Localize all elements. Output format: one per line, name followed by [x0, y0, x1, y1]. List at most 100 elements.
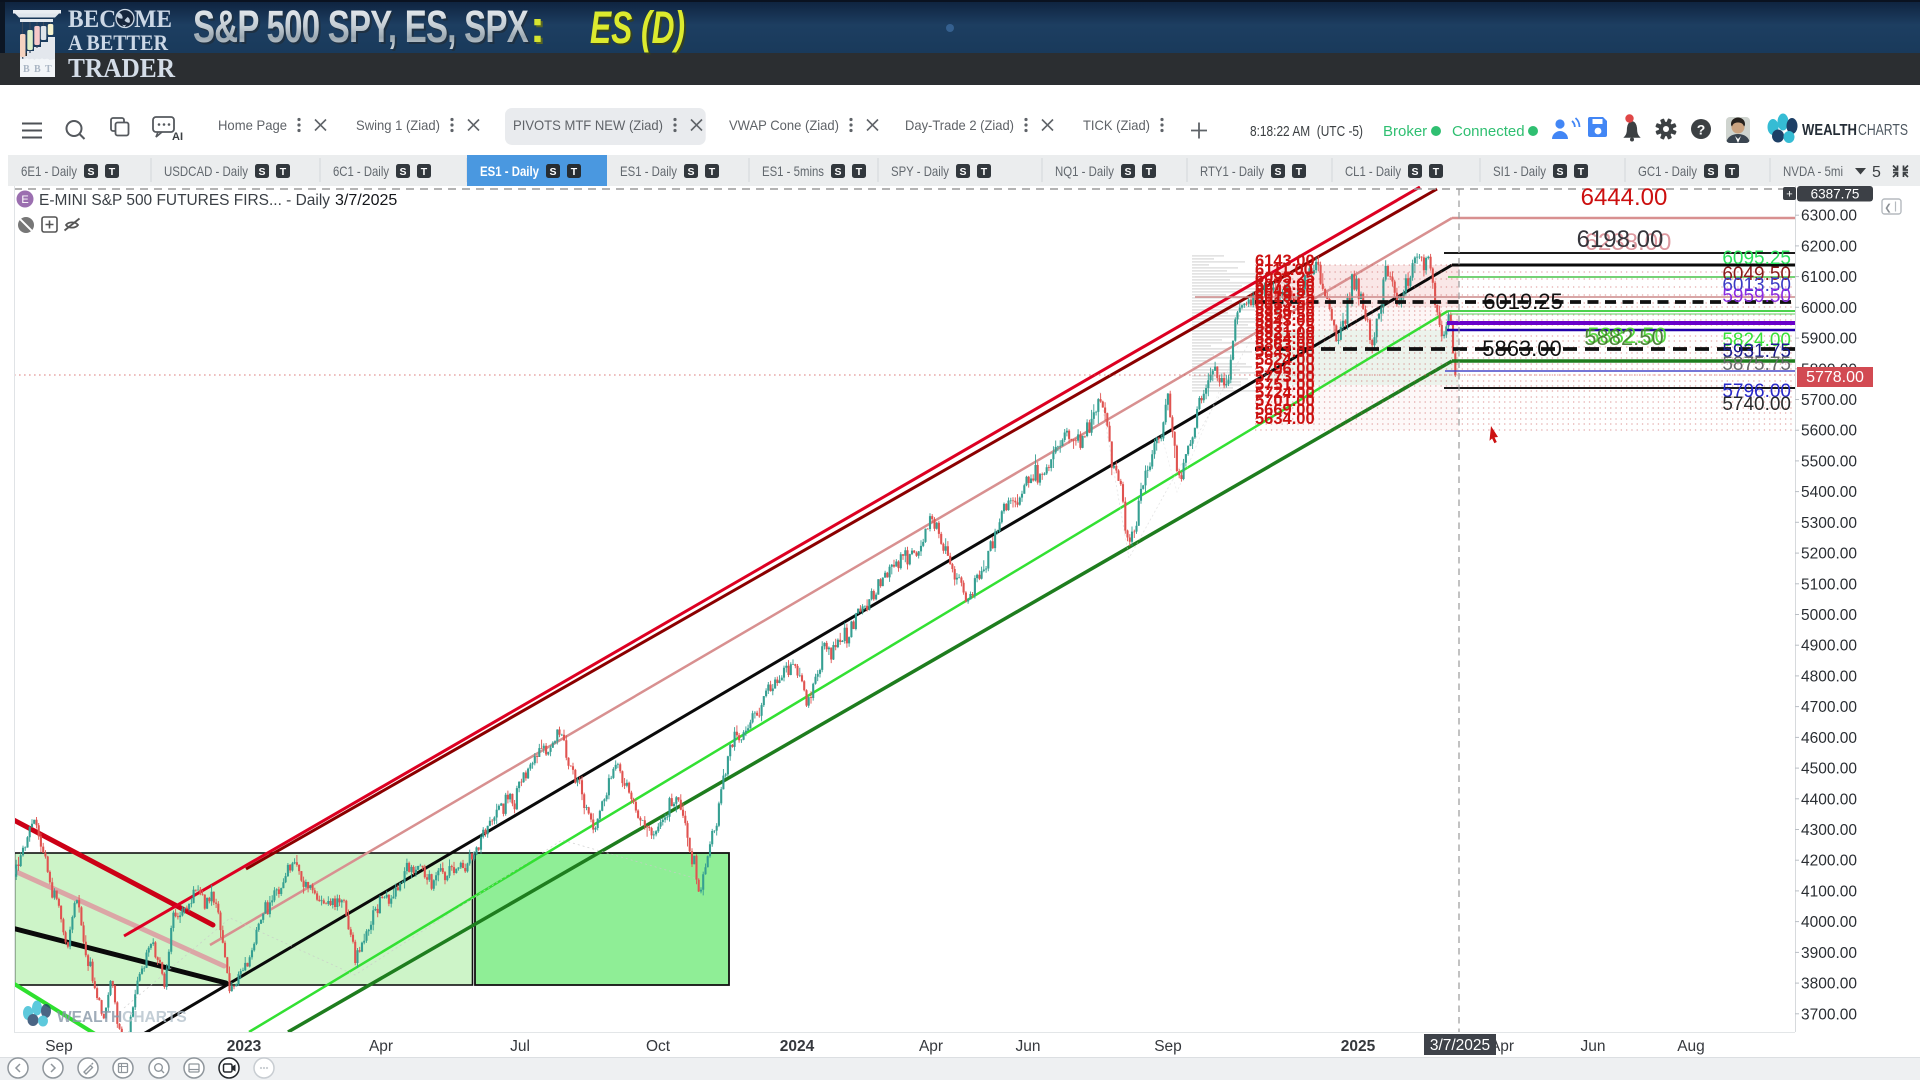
svg-text:6C1 - Daily: 6C1 - Daily	[333, 163, 389, 179]
svg-text:3700.00: 3700.00	[1801, 1006, 1857, 1023]
svg-text:3800.00: 3800.00	[1801, 976, 1857, 993]
svg-text:S: S	[87, 166, 94, 178]
svg-text:5740.00: 5740.00	[1722, 394, 1791, 415]
svg-text:T: T	[856, 166, 863, 178]
svg-text:Sep: Sep	[1154, 1038, 1182, 1055]
svg-text:6049.50: 6049.50	[1255, 282, 1315, 300]
svg-text:+: +	[1786, 189, 1792, 201]
svg-text:S: S	[687, 166, 694, 178]
svg-text:T: T	[1433, 166, 1440, 178]
svg-text:3/7/2025: 3/7/2025	[335, 192, 397, 209]
svg-text:6095.25: 6095.25	[1722, 248, 1791, 269]
svg-text:CL1 - Daily: CL1 - Daily	[1345, 163, 1401, 179]
svg-text:6072.00: 6072.00	[1255, 276, 1315, 294]
svg-text:5959.50: 5959.50	[1255, 306, 1315, 324]
svg-text:5600.00: 5600.00	[1801, 423, 1857, 440]
svg-text:4400.00: 4400.00	[1801, 791, 1857, 808]
svg-text:2025: 2025	[1341, 1038, 1376, 1055]
svg-text:6200.00: 6200.00	[1801, 238, 1857, 255]
svg-text:5100.00: 5100.00	[1801, 576, 1857, 593]
svg-text:ES1 - Daily: ES1 - Daily	[480, 163, 539, 179]
svg-text:6013.50: 6013.50	[1722, 275, 1791, 296]
svg-text:5700.00: 5700.00	[1801, 392, 1857, 409]
svg-text:4200.00: 4200.00	[1801, 853, 1857, 870]
svg-text:4600.00: 4600.00	[1801, 730, 1857, 747]
svg-text:T: T	[1296, 166, 1303, 178]
svg-text:SI1 - Daily: SI1 - Daily	[1493, 163, 1546, 179]
svg-text:6049.50: 6049.50	[1722, 264, 1791, 285]
svg-text:E: E	[21, 194, 28, 206]
svg-text:5984.00: 5984.00	[1255, 300, 1315, 318]
svg-text:5000.00: 5000.00	[1801, 607, 1857, 624]
svg-text:6300.00: 6300.00	[1801, 208, 1857, 225]
svg-text:ES (D): ES (D)	[592, 4, 687, 55]
svg-text:6E1 - Daily: 6E1 - Daily	[21, 163, 77, 179]
svg-text:8:18:22 AM (UTC -5): 8:18:22 AM (UTC -5)	[1250, 123, 1363, 140]
svg-text:CHARTS: CHARTS	[1858, 122, 1908, 139]
svg-text:5875.75: 5875.75	[1722, 354, 1791, 375]
svg-text:4700.00: 4700.00	[1801, 699, 1857, 716]
svg-text:5300.00: 5300.00	[1801, 515, 1857, 532]
svg-text:5773.00: 5773.00	[1255, 368, 1315, 386]
svg-text:6143.00: 6143.00	[1255, 252, 1315, 270]
svg-text:5884.00: 5884.00	[1255, 330, 1315, 348]
svg-text:3900.00: 3900.00	[1801, 945, 1857, 962]
svg-text:Broker: Broker	[1383, 123, 1427, 140]
svg-text:Jun: Jun	[1581, 1038, 1606, 1055]
svg-text:6019.25: 6019.25	[1483, 289, 1563, 314]
svg-text:Day-Trade 2 (Ziad): Day-Trade 2 (Ziad)	[905, 117, 1014, 133]
svg-text:WEALTH: WEALTH	[1802, 122, 1857, 139]
svg-text:AI: AI	[172, 131, 183, 143]
svg-text:T: T	[45, 64, 52, 75]
svg-text:Oct: Oct	[646, 1038, 671, 1055]
svg-text:5796.00: 5796.00	[1722, 381, 1791, 402]
svg-text:ES1 - Daily: ES1 - Daily	[620, 163, 677, 179]
svg-text:5400.00: 5400.00	[1801, 484, 1857, 501]
svg-text:4100.00: 4100.00	[1801, 883, 1857, 900]
svg-text:T: T	[709, 166, 716, 178]
svg-text:6238.00: 6238.00	[1585, 229, 1672, 256]
svg-text:5843.00: 5843.00	[1255, 343, 1315, 361]
svg-text:S: S	[1124, 166, 1131, 178]
svg-text:5778.00: 5778.00	[1806, 369, 1864, 386]
svg-text:Sep: Sep	[45, 1038, 73, 1055]
svg-text:6013.50: 6013.50	[1255, 294, 1315, 312]
svg-text:Apr: Apr	[919, 1038, 943, 1055]
svg-text:2023: 2023	[227, 1038, 262, 1055]
svg-text::: :	[530, 1, 544, 52]
svg-text:WEALTHCHARTS: WEALTHCHARTS	[57, 1009, 187, 1026]
svg-text:T: T	[421, 166, 428, 178]
svg-text:ES1 - 5mins: ES1 - 5mins	[762, 163, 824, 179]
svg-text:NVDA - 5mi: NVDA - 5mi	[1783, 163, 1843, 179]
svg-text:B: B	[23, 64, 30, 75]
svg-text:Connected: Connected	[1452, 123, 1525, 140]
svg-text:5931.75: 5931.75	[1722, 341, 1791, 362]
svg-text:PIVOTS MTF NEW (Ziad): PIVOTS MTF NEW (Ziad)	[513, 117, 663, 133]
svg-text:5701.00: 5701.00	[1255, 392, 1315, 410]
svg-text:4000.00: 4000.00	[1801, 914, 1857, 931]
svg-text:TRADER: TRADER	[68, 53, 175, 83]
svg-text:5796.00: 5796.00	[1255, 360, 1315, 378]
svg-text:2024: 2024	[780, 1038, 815, 1055]
svg-text:5882.50: 5882.50	[1584, 325, 1664, 350]
svg-text:S: S	[1411, 166, 1418, 178]
svg-text:S: S	[258, 166, 265, 178]
svg-text:4900.00: 4900.00	[1801, 638, 1857, 655]
svg-text:RTY1 - Daily: RTY1 - Daily	[1200, 163, 1264, 179]
svg-text:Jun: Jun	[1016, 1038, 1041, 1055]
svg-text:B: B	[34, 64, 41, 75]
svg-text:Home Page: Home Page	[218, 117, 287, 133]
svg-text:5931.75: 5931.75	[1255, 318, 1315, 336]
svg-text:T: T	[1146, 166, 1153, 178]
svg-text:Jul: Jul	[510, 1038, 530, 1055]
svg-text:6095.25: 6095.25	[1255, 269, 1315, 287]
svg-text:5959.50: 5959.50	[1722, 286, 1791, 307]
svg-text:6000.00: 6000.00	[1801, 300, 1857, 317]
svg-text:6387.75: 6387.75	[1811, 187, 1860, 202]
svg-text:SPY - Daily: SPY - Daily	[891, 163, 949, 179]
svg-text:GC1 - Daily: GC1 - Daily	[1638, 163, 1697, 179]
svg-text:4800.00: 4800.00	[1801, 668, 1857, 685]
svg-text:A BETTER: A BETTER	[68, 30, 169, 55]
svg-text:VWAP Cone (Ziad): VWAP Cone (Ziad)	[729, 117, 839, 133]
svg-text:6111.00: 6111.00	[1255, 261, 1313, 279]
